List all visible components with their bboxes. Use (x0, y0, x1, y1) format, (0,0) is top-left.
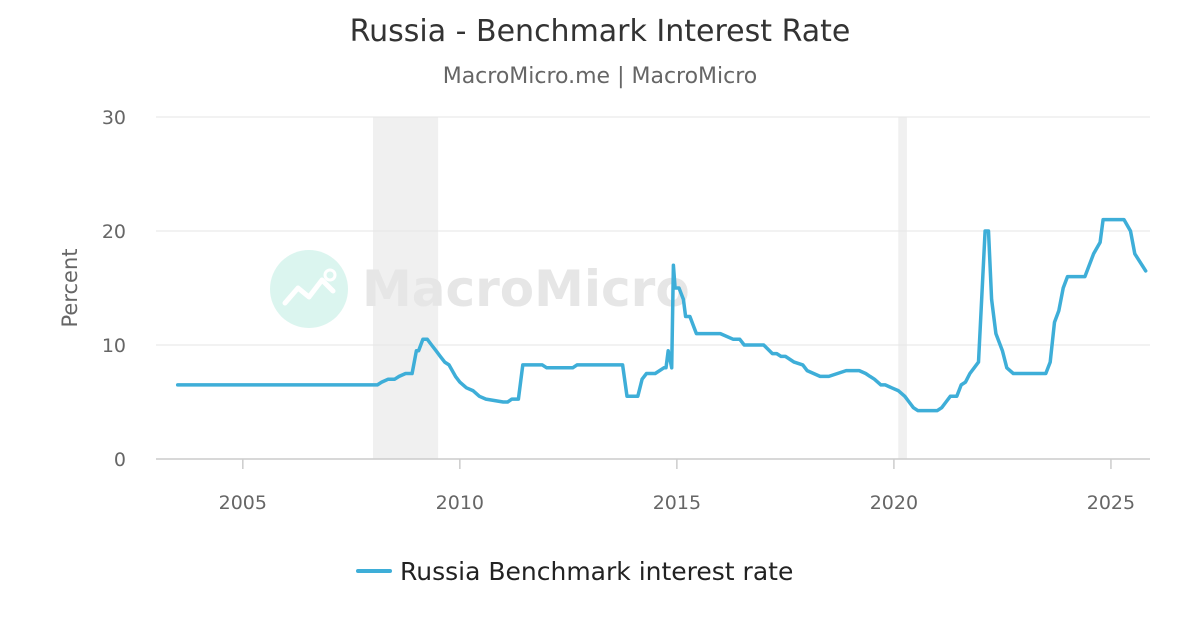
watermark: MacroMicro (270, 250, 690, 328)
series-layer (175, 217, 1148, 413)
x-tick-label: 2020 (870, 492, 918, 514)
y-axis-title: Percent (58, 248, 82, 327)
x-tick-label: 2015 (653, 492, 701, 514)
logo-line-icon (282, 277, 336, 306)
logo-dot-icon (323, 268, 337, 282)
y-tick-label: 30 (102, 107, 126, 129)
chart-subtitle: MacroMicro.me | MacroMicro (442, 64, 758, 89)
x-tick-label: 2005 (219, 492, 267, 514)
axes: 0 10 20 30 2005 2010 2015 2020 2025 (102, 107, 1150, 514)
recession-band (898, 117, 907, 459)
y-tick-label: 20 (102, 221, 126, 243)
chart-title: Russia - Benchmark Interest Rate (349, 14, 851, 49)
macromicro-logo-icon (270, 250, 348, 328)
legend[interactable]: Russia Benchmark interest rate (356, 557, 793, 586)
legend-label: Russia Benchmark interest rate (400, 557, 793, 586)
x-tick-label: 2025 (1087, 492, 1135, 514)
series-line[interactable] (175, 217, 1148, 413)
recession-band (373, 117, 439, 459)
watermark-text: MacroMicro (362, 260, 690, 318)
recession-shading (373, 117, 907, 459)
y-tick-label: 10 (102, 335, 126, 357)
y-tick-label: 0 (114, 449, 126, 471)
x-tick-label: 2010 (436, 492, 484, 514)
